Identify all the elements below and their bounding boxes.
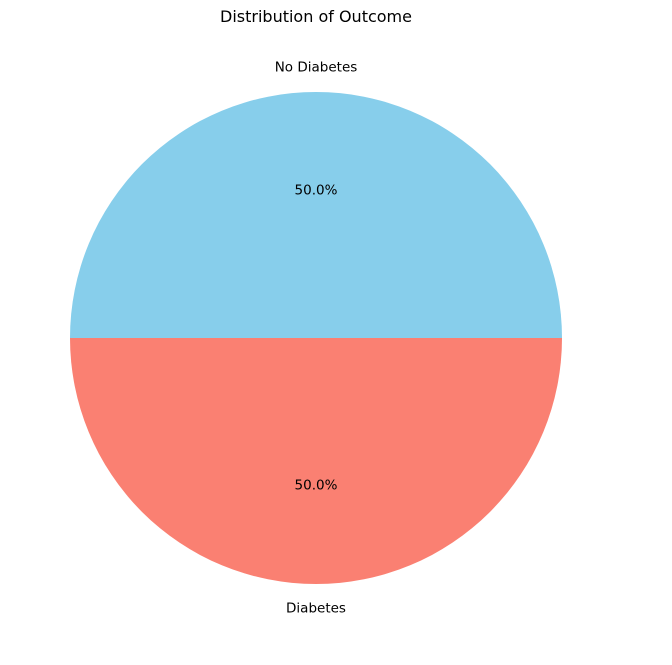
percent-label-diabetes: 50.0% [295, 478, 338, 494]
slice-label-diabetes: Diabetes [286, 601, 346, 617]
chart-title: Distribution of Outcome [220, 7, 412, 26]
pie-slice-diabetes [70, 338, 562, 584]
pie-slice-no-diabetes [70, 92, 562, 338]
percent-label-no-diabetes: 50.0% [295, 182, 338, 198]
slice-label-no-diabetes: No Diabetes [275, 59, 358, 75]
pie-labels: No Diabetes 50.0% Diabetes 50.0% [275, 59, 358, 616]
pie-slices [70, 92, 562, 584]
